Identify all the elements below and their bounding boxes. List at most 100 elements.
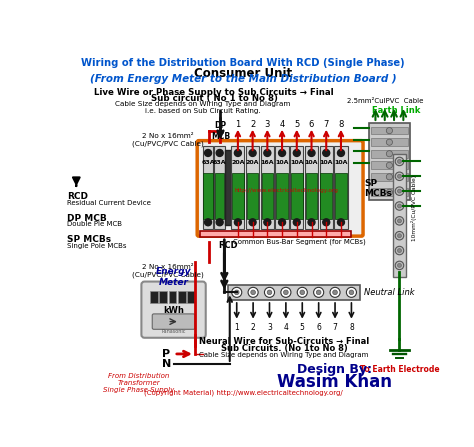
Text: kWh: kWh bbox=[163, 306, 184, 315]
Text: Residual Current Device: Residual Current Device bbox=[67, 200, 151, 206]
Circle shape bbox=[398, 189, 401, 193]
Circle shape bbox=[398, 263, 401, 267]
Circle shape bbox=[314, 287, 324, 297]
Circle shape bbox=[279, 149, 285, 156]
Text: 20A: 20A bbox=[246, 160, 259, 165]
Bar bbox=[169, 291, 176, 303]
Text: RCD: RCD bbox=[67, 192, 88, 201]
Bar bbox=[262, 173, 273, 219]
Circle shape bbox=[316, 290, 321, 295]
Text: P: P bbox=[162, 349, 170, 359]
Circle shape bbox=[398, 234, 401, 238]
Text: 10mm²(Cu/PVC Cable): 10mm²(Cu/PVC Cable) bbox=[411, 175, 417, 240]
Circle shape bbox=[235, 219, 241, 226]
Circle shape bbox=[330, 287, 340, 297]
Circle shape bbox=[293, 149, 300, 156]
Circle shape bbox=[300, 290, 305, 295]
Text: 10A: 10A bbox=[290, 160, 303, 165]
Text: 8: 8 bbox=[349, 323, 354, 332]
Circle shape bbox=[333, 290, 337, 295]
Circle shape bbox=[395, 202, 404, 210]
Text: To Earth Electrode: To Earth Electrode bbox=[360, 365, 439, 374]
Bar bbox=[201, 231, 351, 237]
Circle shape bbox=[386, 174, 392, 180]
Text: Cable Size depends on Wiring Type and Diagram: Cable Size depends on Wiring Type and Di… bbox=[115, 101, 290, 107]
Bar bbox=[371, 188, 408, 196]
Text: Consumer Unit: Consumer Unit bbox=[194, 67, 292, 80]
Text: Sub Circuits. (No 1to No 8): Sub Circuits. (No 1to No 8) bbox=[220, 344, 347, 353]
Text: Neutral Link: Neutral Link bbox=[364, 288, 414, 297]
Circle shape bbox=[248, 287, 258, 297]
Circle shape bbox=[398, 160, 401, 163]
Bar bbox=[247, 173, 258, 219]
Circle shape bbox=[398, 249, 401, 253]
Text: Earth Link: Earth Link bbox=[372, 106, 420, 115]
Text: 63A: 63A bbox=[213, 160, 227, 165]
Bar bbox=[225, 150, 230, 225]
Circle shape bbox=[337, 219, 345, 226]
FancyBboxPatch shape bbox=[141, 282, 206, 338]
Text: 7: 7 bbox=[333, 323, 337, 332]
Bar bbox=[203, 173, 213, 219]
Circle shape bbox=[235, 290, 239, 295]
Circle shape bbox=[323, 219, 330, 226]
Circle shape bbox=[395, 172, 404, 181]
Bar bbox=[215, 173, 224, 219]
Text: Design By:: Design By: bbox=[297, 363, 372, 376]
Circle shape bbox=[216, 149, 223, 156]
Text: (Copyright Material) http://www.electricaltechnology.org/: (Copyright Material) http://www.electric… bbox=[144, 389, 342, 396]
Text: 5: 5 bbox=[300, 323, 305, 332]
Circle shape bbox=[386, 162, 392, 169]
Circle shape bbox=[297, 287, 307, 297]
Bar bbox=[231, 146, 245, 229]
Text: 10A: 10A bbox=[334, 160, 348, 165]
Circle shape bbox=[337, 149, 345, 156]
Circle shape bbox=[308, 149, 315, 156]
Circle shape bbox=[386, 151, 392, 157]
Circle shape bbox=[349, 290, 354, 295]
Bar bbox=[306, 173, 317, 219]
Circle shape bbox=[264, 219, 271, 226]
Circle shape bbox=[395, 246, 404, 255]
Text: 3: 3 bbox=[264, 120, 270, 129]
Circle shape bbox=[267, 290, 272, 295]
Text: 10A: 10A bbox=[275, 160, 289, 165]
Text: 20A: 20A bbox=[231, 160, 245, 165]
Bar bbox=[291, 173, 302, 219]
Circle shape bbox=[395, 217, 404, 225]
Bar bbox=[371, 150, 408, 158]
Text: Neural Wire for Sub-Circuits → Final: Neural Wire for Sub-Circuits → Final bbox=[199, 337, 369, 346]
Text: 10A: 10A bbox=[305, 160, 318, 165]
Bar bbox=[150, 291, 158, 303]
Circle shape bbox=[346, 287, 356, 297]
Bar bbox=[246, 146, 259, 229]
Text: 7: 7 bbox=[324, 120, 329, 129]
Text: SP MCBs: SP MCBs bbox=[67, 236, 111, 245]
Circle shape bbox=[235, 149, 241, 156]
Text: SP
MCBs: SP MCBs bbox=[365, 179, 392, 198]
Bar bbox=[159, 291, 167, 303]
Circle shape bbox=[293, 219, 300, 226]
Text: Double Ple MCB: Double Ple MCB bbox=[67, 222, 122, 228]
Text: Energy
Meter: Energy Meter bbox=[156, 267, 191, 287]
Bar bbox=[334, 146, 347, 229]
Text: From Distribution
Transformer
Single Phase Supply: From Distribution Transformer Single Pha… bbox=[103, 373, 175, 393]
Bar bbox=[319, 146, 333, 229]
Circle shape bbox=[323, 149, 330, 156]
Circle shape bbox=[205, 219, 211, 226]
Bar bbox=[275, 146, 289, 229]
Circle shape bbox=[308, 219, 315, 226]
Circle shape bbox=[398, 204, 401, 208]
Bar bbox=[371, 173, 408, 181]
Bar bbox=[202, 146, 213, 229]
Circle shape bbox=[395, 261, 404, 270]
Circle shape bbox=[386, 127, 392, 134]
Bar bbox=[276, 173, 288, 219]
Circle shape bbox=[232, 287, 242, 297]
Text: 1: 1 bbox=[234, 323, 239, 332]
Circle shape bbox=[395, 157, 404, 166]
Text: 63A: 63A bbox=[201, 160, 215, 165]
Text: 6: 6 bbox=[316, 323, 321, 332]
Circle shape bbox=[264, 287, 274, 297]
Bar bbox=[261, 146, 274, 229]
